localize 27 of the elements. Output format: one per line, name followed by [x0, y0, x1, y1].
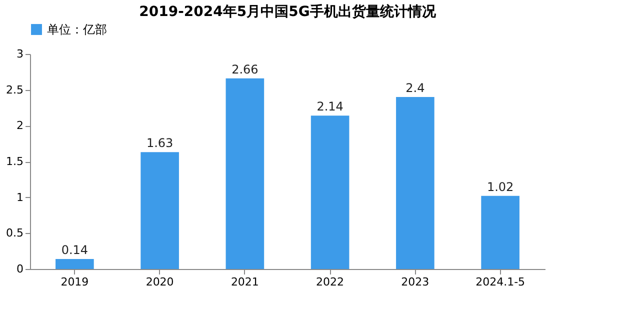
data-label: 1.63	[146, 136, 174, 150]
y-tick-label: 0	[16, 262, 24, 276]
x-tick-label: 2023	[401, 276, 430, 288]
x-tick-label: 2019	[60, 276, 89, 288]
y-tick-label: 0.5	[6, 226, 24, 240]
bar	[481, 196, 520, 269]
data-label: 0.14	[61, 242, 88, 257]
data-label: 2.66	[232, 62, 258, 76]
y-tick-label: 1.5	[6, 155, 24, 168]
legend-label: 单位：亿部	[47, 22, 107, 36]
bar	[56, 258, 94, 269]
x-tick-label: 2021	[230, 276, 259, 288]
chart-title: 2019-2024年5月中国5G手机出货量统计情况	[139, 3, 437, 20]
bar	[310, 116, 350, 269]
y-tick-label: 3	[16, 48, 24, 60]
x-tick-label: 2022	[316, 276, 344, 288]
bar	[140, 152, 179, 269]
bar	[396, 97, 434, 269]
x-tick-label: 2024.1-5	[476, 276, 526, 288]
data-label: 2.4	[406, 81, 425, 95]
bar	[226, 78, 264, 269]
y-tick-label: 1	[16, 190, 24, 204]
data-label: 2.14	[316, 100, 344, 114]
y-tick-label: 2.5	[6, 83, 24, 96]
y-tick-label: 2	[16, 119, 24, 132]
data-label: 1.02	[486, 180, 514, 194]
x-tick-label: 2020	[146, 276, 174, 288]
